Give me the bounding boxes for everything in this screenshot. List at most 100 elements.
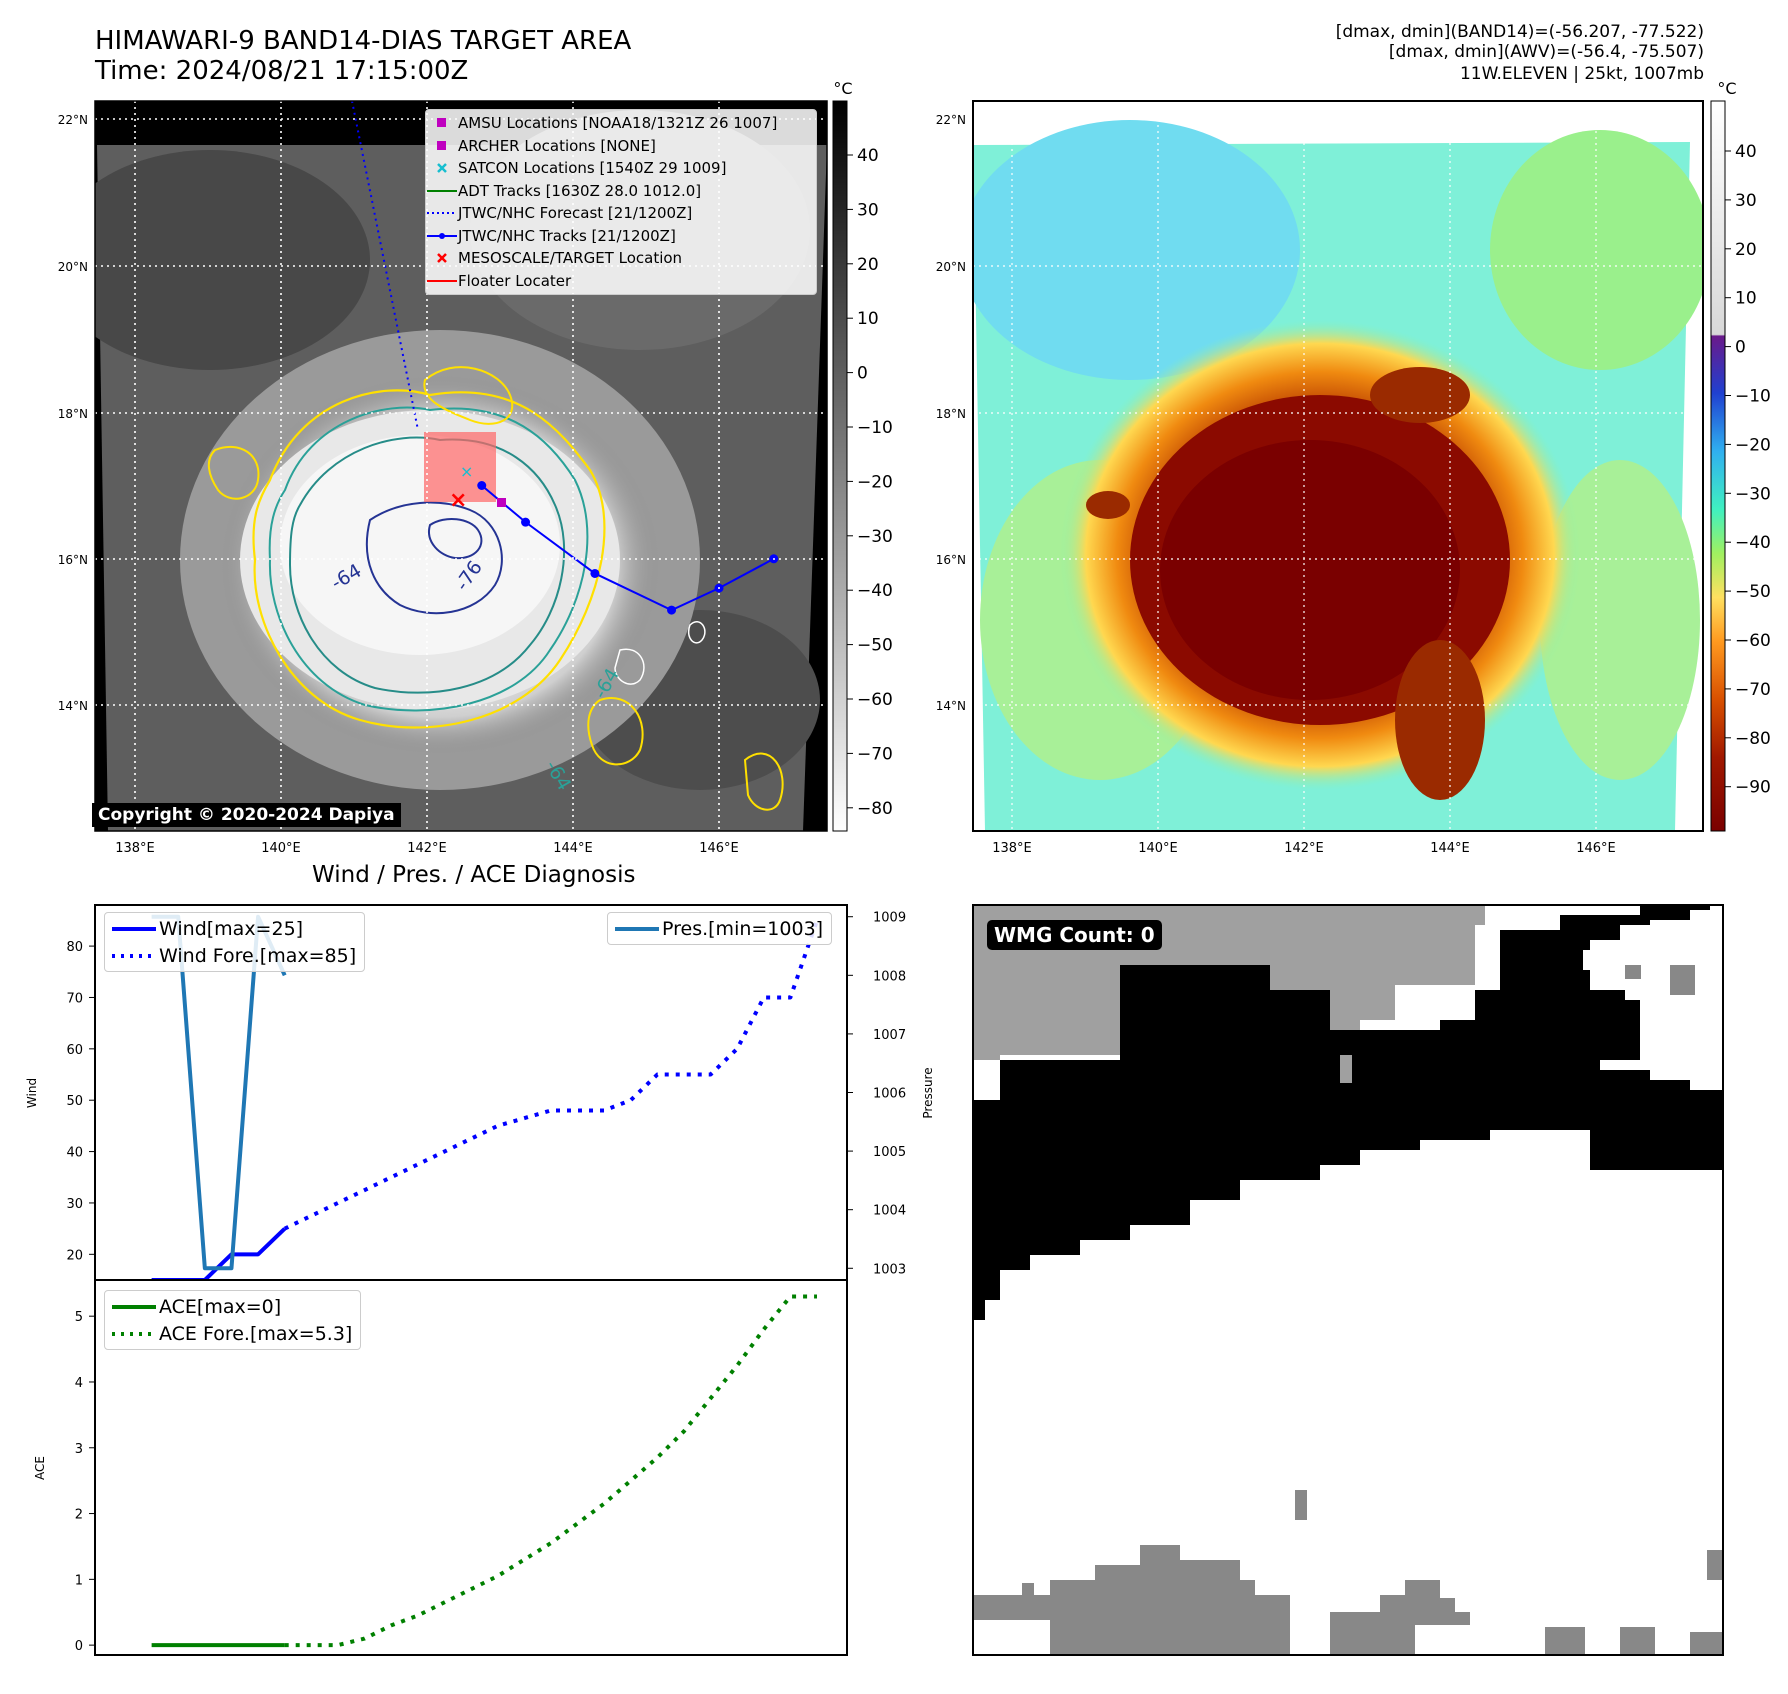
ir-lon-tick-142: 142°E (407, 841, 447, 856)
amsu-location-marker (497, 498, 506, 507)
y-tick-label: 80 (66, 940, 83, 955)
wmg-count-badge: WMG Count: 0 (987, 920, 1162, 950)
awv-colorbar-tick-label: 10 (1735, 289, 1757, 309)
y-tick-label: 70 (66, 991, 83, 1006)
jtwc-track-point (521, 517, 531, 527)
awv-dmax-dmin: [dmax, dmin](AWV)=(-56.4, -75.507) (1388, 42, 1704, 62)
awv-map-panel: 22°N 20°N 18°N 16°N 14°N 138°E 140°E 142… (936, 79, 1771, 856)
awv-lat-tick-14: 14°N (936, 699, 966, 713)
ir-lon-tick-138: 138°E (115, 841, 155, 856)
band14-dmax-dmin: [dmax, dmin](BAND14)=(-56.207, -77.522) (1335, 22, 1704, 42)
y-tick-label: 30 (66, 1197, 83, 1212)
map-legend-item: ADT Tracks [1630Z 28.0 1012.0] (426, 180, 816, 203)
awv-colorbar-tick-label: 0 (1735, 338, 1746, 358)
awv-lat-tick-22: 22°N (936, 113, 966, 127)
ace-legend: ACE[max=0] ACE Fore.[max=5.3] (104, 1290, 362, 1350)
ace-axis-label: ACE (33, 1456, 47, 1480)
map-legend-label: JTWC/NHC Tracks [21/1200Z] (458, 226, 676, 245)
copyright-badge: Copyright © 2020-2024 Dapiya (92, 803, 401, 827)
awv-lat-ticks: 22°N 20°N 18°N 16°N 14°N (936, 113, 966, 713)
ir-lat-tick-22: 22°N (58, 113, 88, 127)
ir-colorbar-tick-label: −60 (857, 690, 893, 710)
wind-y-ticks: 20 30 40 50 60 70 80 (66, 940, 95, 1263)
jtwc-track-point (477, 481, 487, 490)
map-legend-item: AMSU Locations [NOAA18/1321Z 26 1007] (426, 112, 816, 135)
map-legend-item: ARCHER Locations [NONE] (426, 135, 816, 158)
pressure-legend: Pres.[min=1003] (607, 912, 833, 945)
storm-info: 11W.ELEVEN | 25kt, 1007mb (1459, 64, 1704, 84)
y-tick-label: 4 (75, 1376, 83, 1391)
series-wind-fore-max (283, 919, 819, 1231)
wmg-grey-block-2 (1545, 1627, 1585, 1655)
awv-colorbar-tick-label: −30 (1735, 484, 1771, 504)
wmg-grey-region-bottom-mid (1330, 1580, 1470, 1655)
ir-colorbar (832, 100, 848, 832)
wmg-grey-block-1 (1050, 1595, 1290, 1655)
jtwc-track-line (481, 484, 775, 612)
ace-forecast-legend-label: ACE Fore.[max=5.3] (159, 1322, 353, 1345)
wmg-grey-cell-5 (1022, 1583, 1034, 1595)
mesoscale-target-marker: × (449, 488, 467, 513)
ir-lat-tick-18: 18°N (58, 407, 88, 421)
ir-lon-tick-140: 140°E (261, 841, 301, 856)
ir-colorbar-tick-label: −30 (857, 527, 893, 547)
map-legend-symbol-square (426, 118, 458, 128)
wind-forecast-legend-label: Wind Fore.[max=85] (159, 944, 357, 967)
awv-colorbar-tick-label: −50 (1735, 582, 1771, 602)
ir-lat-ticks: 22°N 20°N 18°N 16°N 14°N (58, 113, 88, 713)
y-tick-label: 1 (75, 1573, 83, 1588)
wmg-grey-cell-1 (1670, 965, 1695, 995)
map-legend-symbol-line-dot (426, 232, 458, 240)
y-tick-label: 60 (66, 1043, 83, 1058)
awv-colorbar-ticks: 40 30 20 10 0 −10 −20 −30 −40 −50 −60 −70 −80 −90 (1725, 142, 1771, 798)
ir-colorbar-tick-label: −80 (857, 799, 893, 819)
satcon-location-marker: × (460, 462, 473, 481)
map-legend: AMSU Locations [NOAA18/1321Z 26 1007] ARC… (425, 109, 817, 295)
map-legend-label: AMSU Locations [NOAA18/1321Z 26 1007] (458, 114, 778, 133)
y-tick-label: 2 (75, 1508, 83, 1523)
forecast-north-branch (351, 101, 419, 431)
map-legend-item: Floater Locater (426, 270, 816, 293)
map-legend-label: MESOSCALE/TARGET Location (458, 249, 683, 268)
diagnosis-title: Wind / Pres. / ACE Diagnosis (312, 862, 636, 888)
map-legend-item: SATCON Locations [1540Z 29 1009] (426, 157, 816, 180)
awv-lon-tick-140: 140°E (1138, 841, 1178, 856)
wmg-grey-cell-3 (1340, 1055, 1352, 1083)
wind-legend: Wind[max=25] Wind Fore.[max=85] (104, 912, 366, 972)
map-legend-label: ARCHER Locations [NONE] (458, 136, 656, 155)
ir-lon-tick-144: 144°E (553, 841, 593, 856)
figure-title: HIMAWARI-9 BAND14-DIAS TARGET AREA (95, 26, 632, 56)
y2-tick-label: 1005 (873, 1145, 906, 1160)
awv-map-frame (972, 100, 1704, 832)
ir-lat-tick-16: 16°N (58, 553, 88, 567)
awv-colorbar-tick-label: 40 (1735, 142, 1757, 162)
ace-forecast-legend-item: ACE Fore.[max=5.3] (109, 1320, 352, 1347)
wind-forecast-legend-line (109, 953, 159, 959)
jtwc-track-points (477, 481, 779, 615)
wmg-panel (972, 904, 1724, 1656)
awv-colorbar-tick-label: −70 (1735, 680, 1771, 700)
awv-gridlines (973, 101, 1703, 831)
ir-colorbar-tick-label: 40 (857, 146, 879, 166)
wind-legend-line (109, 926, 159, 932)
wmg-grey-cell-6 (1707, 1550, 1723, 1580)
wind-legend-label: Wind[max=25] (159, 917, 304, 940)
y2-tick-label: 1006 (873, 1087, 906, 1102)
awv-colorbar-tick-label: −40 (1735, 533, 1771, 553)
wmg-grey-block-4 (1690, 1632, 1723, 1655)
map-legend-item: JTWC/NHC Tracks [21/1200Z] (426, 225, 816, 248)
ir-lon-tick-146: 146°E (699, 841, 739, 856)
y-tick-label: 3 (75, 1442, 83, 1457)
y2-tick-label: 1007 (873, 1028, 906, 1043)
y-tick-label: 50 (66, 1094, 83, 1109)
awv-lon-ticks: 138°E 140°E 142°E 144°E 146°E (992, 841, 1616, 856)
wind-axis-label: Wind (25, 1078, 39, 1108)
awv-colorbar-tick-label: −80 (1735, 729, 1771, 749)
series-ace-fore-max (284, 1294, 817, 1648)
ir-colorbar-tick-label: 10 (857, 309, 879, 329)
map-legend-symbol-line (426, 189, 458, 193)
ir-colorbar-tick-label: 20 (857, 255, 879, 275)
map-legend-label: Floater Locater (458, 271, 572, 290)
jtwc-track-point (590, 568, 600, 578)
y-tick-label: 5 (75, 1310, 83, 1325)
